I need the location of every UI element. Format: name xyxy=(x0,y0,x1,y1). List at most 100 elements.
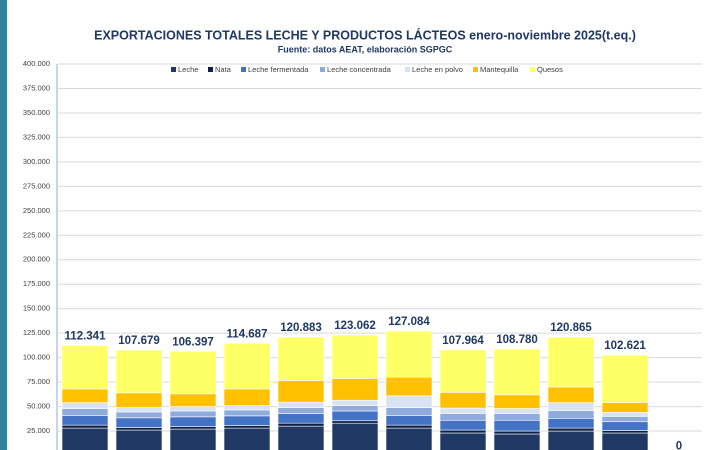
total-label: 107.964 xyxy=(442,335,484,347)
bar-segment xyxy=(601,412,649,417)
bar-segment xyxy=(385,330,433,378)
bar-segment xyxy=(115,429,163,450)
bar-segment xyxy=(115,407,163,413)
y-tick-label: 375.000 xyxy=(23,83,50,92)
bar-segment xyxy=(331,378,379,401)
legend-swatch xyxy=(530,67,535,72)
bar-segment xyxy=(277,336,325,381)
bar-segment xyxy=(169,393,217,407)
bar-segment xyxy=(223,388,271,406)
bar-segment xyxy=(547,402,595,411)
total-label: 102.621 xyxy=(604,340,646,352)
bar-segment xyxy=(331,399,379,406)
legend-label: Nata xyxy=(215,65,232,74)
legend-label: Quesos xyxy=(537,65,563,74)
bar-segment xyxy=(61,427,109,450)
y-tick-label: 200.000 xyxy=(23,255,50,264)
y-tick-label: 325.000 xyxy=(23,132,50,141)
legend-swatch xyxy=(241,67,246,72)
y-tick-label: 275.000 xyxy=(23,181,50,190)
bar-segment xyxy=(547,430,595,450)
bar-segment xyxy=(601,432,649,450)
bar-segment xyxy=(493,413,541,421)
y-tick-label: 175.000 xyxy=(23,279,50,288)
total-label: 112.341 xyxy=(65,331,107,343)
legend-label: Leche fermentada xyxy=(248,65,309,74)
bar-segment xyxy=(493,430,541,435)
bar-segment xyxy=(439,407,487,414)
bar-segment xyxy=(439,392,487,409)
bar-segment xyxy=(385,424,433,429)
total-label: 114.687 xyxy=(227,328,268,340)
bar-segment xyxy=(385,407,433,416)
bar-segment xyxy=(169,426,217,430)
bar-segment xyxy=(223,427,271,450)
bar-segment xyxy=(601,421,649,431)
bar-segment xyxy=(277,422,325,427)
legend-swatch xyxy=(208,67,213,72)
bar-segment xyxy=(385,427,433,450)
bar-segment xyxy=(277,413,325,424)
bar-segment xyxy=(115,392,163,408)
y-tick-label: 300.000 xyxy=(23,157,50,166)
y-tick-label: 75.000 xyxy=(27,377,50,386)
bar-segment xyxy=(115,427,163,431)
bar-segment xyxy=(331,420,379,424)
bar-segment xyxy=(439,429,487,434)
bar-segment xyxy=(601,402,649,413)
bar-segment xyxy=(61,424,109,429)
bar-segment xyxy=(223,415,271,426)
bar-segment xyxy=(61,345,109,390)
bar-segment xyxy=(331,422,379,450)
bar-segment xyxy=(277,425,325,450)
legend-label: Leche xyxy=(178,65,198,74)
bar-segment xyxy=(493,419,541,432)
y-tick-label: 250.000 xyxy=(23,206,50,215)
legend-label: Leche concentrada xyxy=(327,65,392,74)
total-label: 120.883 xyxy=(280,322,322,334)
bar-segment xyxy=(61,388,109,403)
bar-segment xyxy=(493,394,541,409)
bar-segment xyxy=(493,348,541,396)
y-tick-label: 225.000 xyxy=(23,230,50,239)
bar-segment xyxy=(61,402,109,409)
bar-segment xyxy=(223,409,271,417)
bar-segment xyxy=(61,415,109,426)
bar-segment xyxy=(169,351,217,395)
bar-segment xyxy=(547,410,595,419)
bar-segment xyxy=(277,401,325,408)
total-label: 120.865 xyxy=(550,322,592,334)
legend-swatch xyxy=(473,67,478,72)
bar-segment xyxy=(331,410,379,422)
side-strip xyxy=(0,0,7,450)
bar-segment xyxy=(547,427,595,432)
bar-segment xyxy=(61,408,109,416)
total-label: 108.780 xyxy=(496,334,538,346)
chart-subtitle: Fuente: datos AEAT, elaboración SGPGC xyxy=(278,44,453,54)
bar-segment xyxy=(115,349,163,394)
total-label: 106.397 xyxy=(172,336,214,348)
y-tick-label: 350.000 xyxy=(23,108,50,117)
y-tick-label: 400.000 xyxy=(23,59,50,68)
bar-segment xyxy=(277,380,325,403)
legend-label: Mantequilla xyxy=(480,65,519,74)
bar-segment xyxy=(115,417,163,428)
y-tick-label: 150.000 xyxy=(23,304,50,313)
bar-segment xyxy=(169,410,217,418)
bar-segment xyxy=(601,430,649,434)
total-label: 107.679 xyxy=(118,335,160,347)
total-label: 0 xyxy=(676,441,682,450)
bar-segment xyxy=(331,334,379,379)
bar-segment xyxy=(547,336,595,388)
legend-swatch xyxy=(320,67,325,72)
bar-segment xyxy=(385,415,433,426)
bar-segment xyxy=(385,376,433,397)
legend-label: Leche en polvo xyxy=(412,65,463,74)
chart-title: EXPORTACIONES TOTALES LECHE Y PRODUCTOS … xyxy=(94,27,636,42)
bar-segment xyxy=(439,349,487,393)
bar-segment xyxy=(547,386,595,403)
bar-segment xyxy=(439,419,487,431)
bar-segment xyxy=(601,416,649,423)
bar-segment xyxy=(115,411,163,419)
y-tick-label: 125.000 xyxy=(23,328,50,337)
